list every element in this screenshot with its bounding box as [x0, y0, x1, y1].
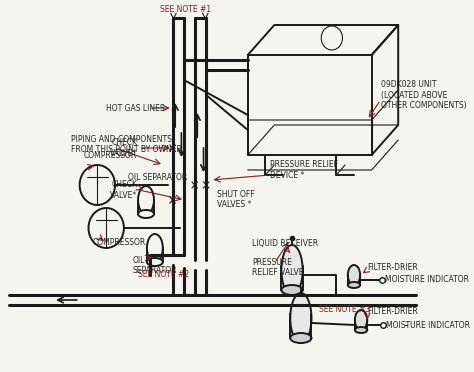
Text: SEE NOTE #1: SEE NOTE #1: [160, 5, 211, 14]
Text: 09DK028 UNIT
(LOCATED ABOVE
OTHER COMPONENTS): 09DK028 UNIT (LOCATED ABOVE OTHER COMPON…: [381, 80, 466, 110]
Text: FILTER-DRIER: FILTER-DRIER: [367, 263, 418, 273]
Text: FILTER-DRIER: FILTER-DRIER: [367, 308, 418, 317]
Text: COMPRESSOR: COMPRESSOR: [84, 151, 137, 160]
Text: OIL SEPARATOR: OIL SEPARATOR: [128, 173, 188, 182]
Ellipse shape: [282, 245, 302, 295]
Text: MOISTURE INDICATOR: MOISTURE INDICATOR: [385, 276, 469, 285]
Ellipse shape: [138, 210, 154, 218]
Text: COMPRESSOR: COMPRESSOR: [93, 238, 146, 247]
Text: CHECK
VALVE*: CHECK VALVE*: [110, 138, 137, 158]
Text: PIPING AND COMPONENTS
FROM THIS POINT BY OWNER: PIPING AND COMPONENTS FROM THIS POINT BY…: [71, 135, 182, 154]
Ellipse shape: [355, 310, 367, 330]
Text: PRESSURE RELIEF
DEVICE *: PRESSURE RELIEF DEVICE *: [270, 160, 338, 180]
Text: SEE NOTE #3: SEE NOTE #3: [319, 305, 370, 314]
Ellipse shape: [355, 327, 367, 333]
Ellipse shape: [290, 293, 311, 343]
Text: HOT GAS LINES: HOT GAS LINES: [106, 103, 165, 112]
Text: PRESSURE
RELIEF VALVE: PRESSURE RELIEF VALVE: [252, 258, 304, 278]
Ellipse shape: [282, 285, 302, 295]
Ellipse shape: [147, 258, 163, 266]
Ellipse shape: [348, 282, 360, 288]
Text: SEE NOTE #2: SEE NOTE #2: [138, 270, 189, 279]
Text: OIL
SEPARATOR: OIL SEPARATOR: [133, 256, 177, 275]
Text: SHUT OFF
VALVES *: SHUT OFF VALVES *: [217, 190, 255, 209]
Text: LIQUID RECEIVER: LIQUID RECEIVER: [252, 239, 319, 248]
Ellipse shape: [348, 265, 360, 285]
Text: MOISTURE INDICATOR: MOISTURE INDICATOR: [386, 321, 470, 330]
Ellipse shape: [290, 333, 311, 343]
Text: CHECK
VALVE*: CHECK VALVE*: [110, 180, 137, 200]
